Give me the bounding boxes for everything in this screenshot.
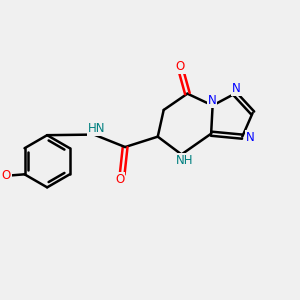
Text: N: N bbox=[246, 131, 255, 144]
Text: O: O bbox=[115, 173, 124, 186]
Text: N: N bbox=[208, 94, 216, 107]
Text: O: O bbox=[176, 61, 184, 74]
Text: HN: HN bbox=[88, 122, 106, 135]
Text: NH: NH bbox=[176, 154, 193, 167]
Text: N: N bbox=[232, 82, 241, 95]
Text: O: O bbox=[2, 169, 11, 182]
